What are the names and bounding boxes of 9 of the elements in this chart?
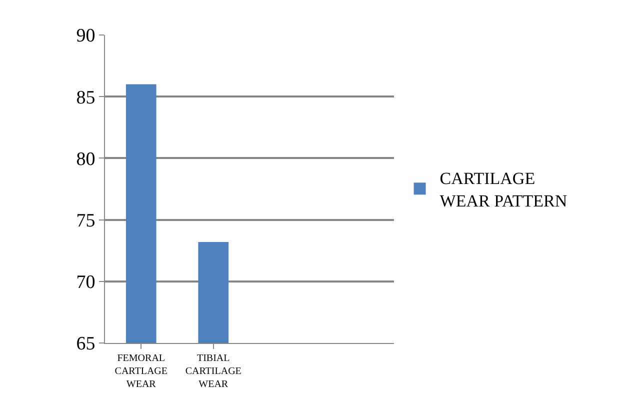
x-tick-label: FEMORAL CARTLAGE WEAR	[114, 353, 168, 390]
y-tick-label: 70	[76, 272, 96, 294]
y-tick-label: 85	[76, 87, 96, 108]
y-tick-label: 75	[76, 210, 96, 232]
x-tick-label: TIBIAL CARTILAGE WEAR	[185, 353, 242, 390]
y-tick-label: 65	[76, 334, 96, 355]
legend-label: CARTILAGE WEAR PATTERN	[440, 169, 568, 210]
y-tick-label: 80	[76, 148, 96, 170]
y-tick-label: 90	[76, 26, 96, 47]
